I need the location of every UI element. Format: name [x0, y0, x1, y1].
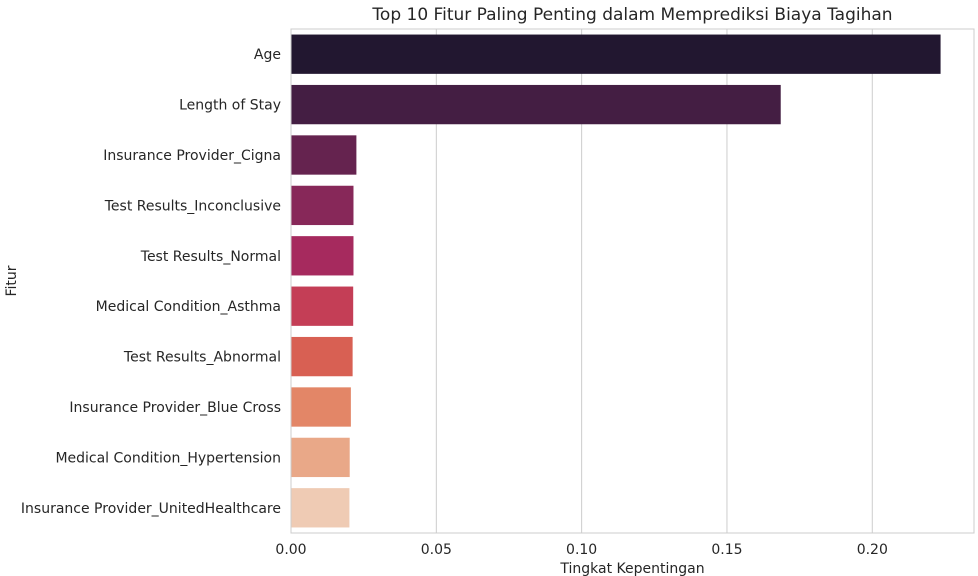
y-axis-title: Fitur: [4, 265, 20, 296]
x-tick-label: 0.15: [711, 542, 742, 558]
y-tick-labels: Age Length of Stay Insurance Provider_Cign…: [21, 47, 281, 517]
y-tick-label: Test Results_Normal: [140, 249, 281, 265]
bar: [291, 437, 350, 478]
plot-frame: [290, 28, 975, 534]
y-tick-label: Insurance Provider_Cigna: [103, 148, 281, 164]
bar: [291, 34, 941, 74]
bar: [291, 387, 351, 427]
bar: [291, 336, 353, 377]
y-tick-label: Age: [254, 47, 281, 63]
x-tick-label: 0.00: [275, 542, 306, 558]
y-tick-label: Insurance Provider_UnitedHealthcare: [21, 501, 281, 517]
bar: [291, 236, 354, 276]
chart-title: Top 10 Fitur Paling Penting dalam Mempre…: [371, 5, 892, 25]
x-axis-title: Tingkat Kepentingan: [559, 561, 704, 576]
y-tick-label: Test Results_Abnormal: [123, 350, 281, 366]
bar: [291, 185, 354, 226]
x-tick-labels: 0.00 0.05 0.10 0.15 0.20: [275, 542, 887, 558]
x-tick-label: 0.05: [421, 542, 452, 558]
x-tick-label: 0.20: [857, 542, 888, 558]
y-tick-label: Length of Stay: [179, 98, 281, 114]
x-tick-label: 0.10: [566, 542, 597, 558]
y-tick-label: Medical Condition_Asthma: [96, 299, 281, 315]
bar: [291, 135, 357, 175]
bars: [291, 34, 941, 528]
bar: [291, 286, 354, 326]
y-tick-label: Medical Condition_Hypertension: [55, 450, 281, 466]
y-tick-label: Test Results_Inconclusive: [104, 198, 281, 214]
bar: [291, 488, 350, 528]
bar: [291, 84, 781, 125]
y-tick-label: Insurance Provider_Blue Cross: [69, 400, 281, 416]
